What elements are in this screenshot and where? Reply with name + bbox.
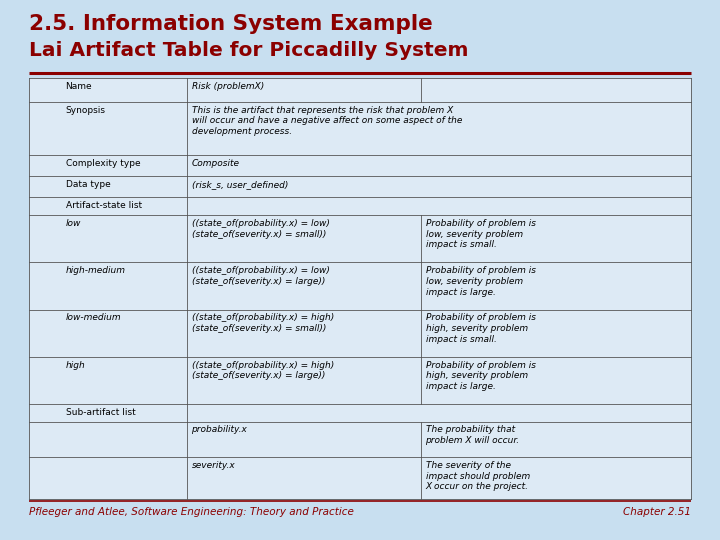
Bar [29,155,691,176]
Text: ((state_of(probability.x) = low)
(state_of(severity.x) = large)): ((state_of(probability.x) = low) (state_… [192,266,329,286]
Text: Probability of problem is
high, severity problem
impact is small.: Probability of problem is high, severity… [426,313,536,344]
Bar [29,215,691,262]
Bar [29,262,691,309]
Text: The severity of the
impact should problem
X occur on the project.: The severity of the impact should proble… [426,461,530,491]
Bar [29,176,691,198]
Text: ((state_of(probability.x) = high)
(state_of(severity.x) = small)): ((state_of(probability.x) = high) (state… [192,313,334,333]
Text: Risk (problemX): Risk (problemX) [192,82,264,91]
Bar [29,78,691,102]
Text: Chapter 2.51: Chapter 2.51 [624,507,691,517]
Text: probability.x: probability.x [192,426,248,434]
Text: (risk_s, user_defined): (risk_s, user_defined) [192,180,288,189]
Text: low-medium: low-medium [66,313,121,322]
Text: Complexity type: Complexity type [66,159,140,168]
Bar [29,457,691,500]
Text: Probability of problem is
high, severity problem
impact is large.: Probability of problem is high, severity… [426,361,536,391]
Bar [29,198,691,215]
Text: Composite: Composite [192,159,240,168]
Text: Sub-artifact list: Sub-artifact list [66,408,135,417]
Text: severity.x: severity.x [192,461,235,470]
Text: This is the artifact that represents the risk that problem X
will occur and have: This is the artifact that represents the… [192,106,462,136]
Text: ((state_of(probability.x) = high)
(state_of(severity.x) = large)): ((state_of(probability.x) = high) (state… [192,361,334,380]
Text: 2.5. Information System Example: 2.5. Information System Example [29,14,433,33]
Text: Probability of problem is
low, severity problem
impact is large.: Probability of problem is low, severity … [426,266,536,296]
Bar [29,357,691,404]
Bar [29,102,691,155]
Text: Data type: Data type [66,180,110,189]
Bar [29,404,691,422]
Text: low: low [66,219,81,228]
Text: Probability of problem is
low, severity problem
impact is small.: Probability of problem is low, severity … [426,219,536,249]
Text: high: high [66,361,85,369]
Bar [29,309,691,357]
Text: high-medium: high-medium [66,266,125,275]
Text: Pfleeger and Atlee, Software Engineering: Theory and Practice: Pfleeger and Atlee, Software Engineering… [29,507,354,517]
Text: The probability that
problem X will occur.: The probability that problem X will occu… [426,426,520,445]
Text: Artifact-state list: Artifact-state list [66,201,142,210]
Text: ((state_of(probability.x) = low)
(state_of(severity.x) = small)): ((state_of(probability.x) = low) (state_… [192,219,329,239]
Bar [29,422,691,457]
Text: Name: Name [66,82,92,91]
Text: Lai Artifact Table for Piccadilly System: Lai Artifact Table for Piccadilly System [29,40,468,59]
Text: Synopsis: Synopsis [66,106,106,114]
